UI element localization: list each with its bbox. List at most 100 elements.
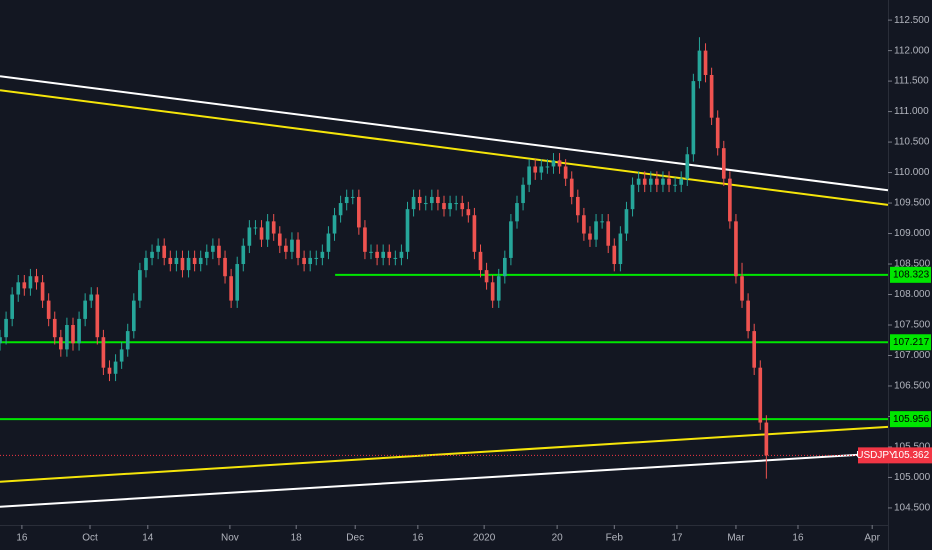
candle-body (606, 221, 611, 246)
candle-body (308, 257, 313, 265)
candle-body (411, 196, 416, 210)
x-tick-label: 14 (142, 533, 154, 544)
candle-body (502, 257, 507, 277)
candle-body (466, 209, 471, 216)
candle-body (618, 233, 623, 265)
candle-body (65, 325, 69, 350)
y-tick-label: 112.000 (894, 45, 930, 56)
candle-body (515, 203, 519, 222)
candle-body (569, 178, 574, 197)
y-tick-label: 104.500 (894, 503, 931, 514)
x-tick-label: Nov (221, 533, 239, 544)
candle-body (478, 251, 483, 271)
candle-body (119, 349, 124, 362)
x-tick-label: 20 (552, 533, 564, 544)
candle-body (399, 251, 404, 258)
candle-body (509, 221, 513, 258)
y-tick-label: 109.500 (894, 198, 931, 209)
candle-body (551, 160, 556, 167)
x-tick-label: 18 (291, 533, 303, 544)
candle-body (709, 75, 714, 118)
candle-body (472, 215, 477, 252)
candle-body (715, 117, 720, 149)
candle-body (442, 203, 446, 210)
candle-body (211, 245, 215, 252)
y-tick-label: 107.500 (894, 320, 931, 331)
candle-body (357, 196, 361, 228)
candle-body (484, 270, 489, 283)
candle-body (350, 196, 355, 198)
candle-body (71, 325, 75, 344)
x-tick-label: Dec (346, 533, 364, 544)
candle-body (539, 166, 544, 173)
candle-body (545, 166, 550, 168)
candle-body (58, 337, 63, 350)
y-tick-label: 112.500 (894, 15, 930, 26)
candle-body (387, 251, 392, 258)
candle-body (314, 257, 319, 259)
x-tick-label: Mar (727, 533, 745, 544)
candle-body (101, 337, 106, 368)
candle-body (746, 300, 750, 332)
candle-body (648, 178, 653, 185)
y-tick-label: 106.500 (894, 381, 931, 392)
last-price-box (858, 447, 932, 464)
candle-body (156, 245, 160, 252)
trend-line (0, 89, 889, 206)
x-tick-label: 16 (16, 533, 28, 544)
candle-body (685, 154, 690, 179)
candle-body (162, 245, 167, 258)
level-label-box (890, 266, 931, 283)
candle-body (217, 245, 221, 258)
candle-body (600, 221, 604, 223)
candle-body (277, 233, 282, 246)
candle-body (630, 184, 635, 210)
candle-body (612, 245, 617, 265)
y-tick-label: 110.000 (894, 167, 930, 178)
candle-body (180, 257, 185, 271)
candle-body (703, 50, 708, 75)
candle-body (496, 276, 501, 301)
candle-body (582, 215, 586, 234)
candle-body (527, 166, 531, 185)
candle-body (138, 270, 142, 301)
candle-body (186, 257, 191, 271)
y-tick-label: 111.000 (894, 106, 929, 117)
level-label-box (890, 334, 931, 351)
candle-body (259, 227, 264, 240)
candle-body (369, 251, 373, 253)
candle-body (344, 196, 349, 204)
candle-body (253, 227, 258, 229)
candle-body (381, 251, 386, 258)
candle-body (144, 257, 148, 271)
x-tick-label: 16 (412, 533, 424, 544)
candle-body (28, 276, 33, 289)
candle-body (302, 257, 306, 265)
candle-body (16, 282, 21, 295)
candle-body (332, 215, 337, 234)
candle-body (575, 196, 580, 216)
candle-body (198, 257, 203, 265)
candle-body (4, 318, 8, 338)
level-label: 105.956 (893, 414, 930, 425)
candle-body (430, 196, 434, 204)
candle-body (113, 361, 118, 374)
candle-body (594, 221, 598, 240)
candle-body (22, 282, 27, 289)
y-tick-label: 105.500 (894, 442, 931, 453)
candle-body (734, 221, 738, 277)
candle-body (265, 221, 270, 240)
candle-body (752, 331, 757, 368)
candle-body (490, 282, 495, 301)
candle-body (204, 251, 209, 258)
level-label: 107.217 (893, 337, 930, 348)
candle-body (436, 196, 440, 204)
candle-body (46, 300, 51, 319)
y-tick-label: 107.000 (894, 350, 931, 361)
y-tick-label: 111.500 (894, 76, 929, 87)
candle-body (168, 257, 173, 265)
candle-body (721, 148, 726, 179)
y-tick-label: 109.000 (894, 228, 931, 239)
candle-body (223, 257, 227, 277)
trend-line (0, 75, 889, 192)
